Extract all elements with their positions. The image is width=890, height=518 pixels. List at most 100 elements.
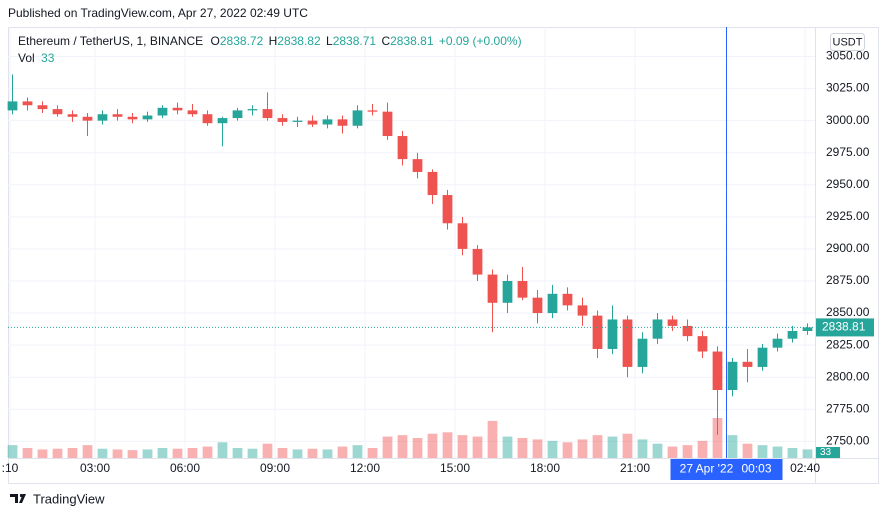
y-tick-label: 2775.00 [826, 401, 870, 415]
volume-bar [142, 449, 153, 458]
candle-body [97, 114, 108, 121]
candle-body [22, 101, 33, 106]
candle-body [112, 114, 123, 117]
volume-label: Vol [18, 51, 35, 65]
x-tick-label: 09:00 [260, 461, 290, 475]
candle-body [667, 319, 678, 326]
candle-body [442, 195, 453, 224]
candle-body [472, 248, 483, 275]
volume-box-label: 33 [820, 447, 832, 458]
volume-bar [352, 445, 363, 458]
high-value: 2838.82 [277, 34, 321, 48]
volume-bar [397, 435, 408, 458]
volume-bar [622, 433, 633, 458]
y-tick-label: 2975.00 [826, 145, 870, 159]
volume-bar [232, 448, 243, 458]
volume-bar [112, 449, 123, 458]
open-label: O [211, 34, 220, 48]
close-label: C [381, 34, 390, 48]
volume-bar [277, 448, 288, 458]
axes: 2750.00 2775.00 2800.00 2825.00 2850.00 2875.… [2, 49, 874, 480]
candle-body [262, 109, 273, 119]
candle-body [247, 109, 258, 111]
y-tick-label: 3000.00 [826, 113, 870, 127]
candle-body [637, 338, 648, 367]
candle-body [517, 280, 528, 298]
candle-body [382, 111, 393, 137]
y-tick-label: 2850.00 [826, 305, 870, 319]
volume-bar [187, 448, 198, 458]
volume-bar [172, 448, 183, 458]
volume-bar [82, 445, 93, 458]
y-tick-label: 2875.00 [826, 273, 870, 287]
change: +0.09 (+0.00%) [439, 34, 522, 48]
last-price-label: 2838.81 [822, 320, 866, 334]
candle-body [532, 297, 543, 314]
currency: USDT [833, 36, 863, 48]
candle-body [202, 114, 213, 124]
y-tick-label: 3025.00 [826, 81, 870, 95]
plot-area [7, 27, 815, 458]
volume-bar [472, 436, 483, 458]
candle-body [802, 327, 813, 332]
open-value: 2838.72 [220, 34, 264, 48]
candle-body [82, 116, 93, 121]
candle-body [757, 347, 768, 367]
volume-bar [682, 445, 693, 458]
y-tick-label: 2750.00 [826, 433, 870, 447]
currency-box[interactable] [830, 33, 865, 51]
candle-body [577, 305, 588, 316]
published-note: Published on TradingView.com, Apr 27, 20… [8, 6, 308, 20]
volume-bar [97, 448, 108, 458]
candle-body [397, 136, 408, 160]
volume-bar [52, 448, 63, 458]
candle-body [292, 120, 303, 122]
volume-bar [727, 435, 738, 458]
candle-body [652, 319, 663, 339]
candle-body [457, 223, 468, 249]
candle-body [742, 361, 753, 367]
candle-body [67, 114, 78, 117]
volume-bar [217, 442, 228, 458]
candle-body [502, 280, 513, 303]
y-tick-label: 2900.00 [826, 241, 870, 255]
crosshair-box [670, 459, 783, 480]
volume-bar [667, 446, 678, 458]
candle-body [157, 107, 168, 116]
candle-body [712, 351, 723, 391]
volume-box [816, 447, 840, 458]
volume-bar [592, 435, 603, 458]
low-label: L [326, 34, 333, 48]
volume-bar [712, 418, 723, 458]
candle-body [37, 105, 48, 110]
candle-body [187, 110, 198, 115]
volume-bar [67, 448, 78, 458]
x-tick-label: :10 [2, 461, 19, 475]
candle-body [307, 120, 318, 125]
legend-line: Ethereum / TetherUS, 1, BINANCE O2838.72… [18, 34, 522, 48]
candle-body [217, 118, 228, 124]
candle-body [142, 115, 153, 120]
candle-body [607, 319, 618, 349]
candle-body [562, 293, 573, 306]
volume-bar [7, 445, 18, 458]
candle-body [427, 171, 438, 196]
volume-bar [742, 443, 753, 458]
x-tick-label: 12:00 [350, 461, 380, 475]
x-tick-label: 15:00 [440, 461, 470, 475]
volume-bar [652, 443, 663, 458]
volume-bar [502, 436, 513, 458]
candle-body [547, 293, 558, 314]
candle-body [412, 159, 423, 172]
candle-body [52, 109, 63, 115]
x-tick-label: 18:00 [530, 461, 560, 475]
x-tick-label: 06:00 [170, 461, 200, 475]
candle-body [487, 274, 498, 303]
volume-bar [757, 445, 768, 458]
volume-bar [202, 446, 213, 458]
candle-body [697, 336, 708, 352]
volume-bar [427, 433, 438, 458]
last-price-box [816, 318, 874, 337]
volume-bar [337, 446, 348, 458]
